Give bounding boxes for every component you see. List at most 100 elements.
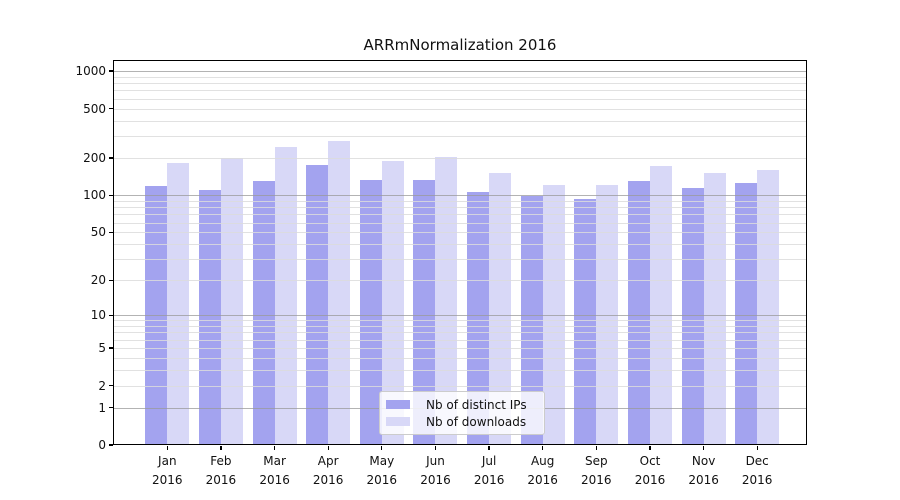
bar-nov-downloads xyxy=(703,172,726,445)
y-tick-label-20: 20 xyxy=(90,273,106,288)
x-tick-mark-dec xyxy=(756,446,758,450)
x-tick-mark-apr xyxy=(327,446,329,450)
bar-oct-downloads xyxy=(649,165,672,445)
x-tick-label-dec: Dec 2016 xyxy=(741,454,773,487)
minor-gridline-4 xyxy=(113,357,807,359)
bar-jan-downloads xyxy=(167,163,190,445)
legend: Nb of distinct IPs Nb of downloads xyxy=(379,391,545,435)
bar-jun-distinct-ips xyxy=(413,180,436,445)
x-tick-label-nov: Nov 2016 xyxy=(688,454,719,487)
bar-apr-distinct-ips xyxy=(306,165,329,445)
minor-gridline-600 xyxy=(113,98,807,100)
bar-feb-downloads xyxy=(220,157,243,445)
minor-gridline-3 xyxy=(113,370,807,371)
bar-dec-distinct-ips xyxy=(735,183,758,445)
minor-gridline-40 xyxy=(113,244,807,245)
minor-gridline-700 xyxy=(113,90,807,92)
y-tick-label-0: 0 xyxy=(98,438,106,452)
minor-gridline-300 xyxy=(113,136,807,138)
minor-gridline-8 xyxy=(113,326,807,328)
bar-may-distinct-ips xyxy=(359,180,382,445)
bar-mar-distinct-ips xyxy=(252,181,275,445)
y-tick-mark-100 xyxy=(108,194,113,196)
bar-sep-downloads xyxy=(596,184,619,445)
x-tick-mark-aug xyxy=(542,446,544,450)
minor-gridline-200 xyxy=(113,158,807,159)
x-tick-mark-may xyxy=(381,446,383,450)
x-tick-mark-jun xyxy=(434,446,437,450)
major-gridline-1000 xyxy=(113,71,807,73)
y-tick-label-2: 2 xyxy=(98,378,106,393)
minor-gridline-500 xyxy=(113,108,807,110)
bar-may-downloads xyxy=(381,160,404,445)
bars-layer xyxy=(113,60,807,445)
bar-feb-distinct-ips xyxy=(198,190,221,445)
x-tick-mark-sep xyxy=(595,446,597,450)
x-tick-label-feb: Feb 2016 xyxy=(205,454,237,487)
x-tick-mark-mar xyxy=(273,446,276,450)
y-tick-mark-2 xyxy=(108,384,113,387)
minor-gridline-90 xyxy=(113,200,807,202)
y-tick-mark-20 xyxy=(108,279,113,281)
minor-gridline-900 xyxy=(113,76,807,78)
y-tick-label-200: 200 xyxy=(83,151,106,165)
minor-gridline-70 xyxy=(113,214,807,216)
bar-jul-distinct-ips xyxy=(467,192,490,445)
y-tick-label-100: 100 xyxy=(83,188,106,203)
x-tick-label-jan: Jan 2016 xyxy=(152,454,183,487)
x-tick-label-mar: Mar 2016 xyxy=(259,454,290,487)
legend-swatch-distinct-ips xyxy=(386,400,410,409)
y-tick-label-10: 10 xyxy=(90,308,106,323)
bar-oct-distinct-ips xyxy=(627,180,650,445)
x-tick-mark-oct xyxy=(649,446,651,450)
chart-title: ARRmNormalization 2016 xyxy=(363,36,557,54)
y-tick-mark-500 xyxy=(108,107,113,110)
y-tick-label-1000: 1000 xyxy=(75,64,106,79)
x-tick-label-jul: Jul 2016 xyxy=(473,454,505,487)
bar-sep-distinct-ips xyxy=(574,199,597,445)
y-tick-mark-1000 xyxy=(108,70,113,72)
bar-nov-distinct-ips xyxy=(681,187,704,445)
x-tick-label-oct: Oct 2016 xyxy=(634,454,666,487)
x-tick-mark-feb xyxy=(220,446,222,450)
y-tick-mark-1 xyxy=(108,406,113,409)
y-tick-label-5: 5 xyxy=(98,341,106,355)
major-gridline-100 xyxy=(113,195,807,197)
x-tick-mark-jan xyxy=(166,446,168,450)
x-tick-label-apr: Apr 2016 xyxy=(312,454,344,487)
bar-dec-downloads xyxy=(757,169,780,445)
minor-gridline-20 xyxy=(113,280,807,282)
bar-apr-downloads xyxy=(328,141,351,445)
minor-gridline-80 xyxy=(113,207,807,209)
minor-gridline-2 xyxy=(113,385,807,387)
x-tick-label-may: May 2016 xyxy=(366,454,398,487)
minor-gridline-60 xyxy=(113,222,807,224)
gridlines-layer xyxy=(113,60,807,445)
x-tick-label-jun: Jun 2016 xyxy=(420,454,451,487)
y-tick-mark-0 xyxy=(108,444,113,446)
plot-area: Nb of distinct IPs Nb of downloads xyxy=(113,60,807,445)
legend-label-downloads: Nb of downloads xyxy=(426,414,527,429)
y-tick-label-500: 500 xyxy=(83,101,106,116)
x-tick-mark-jul xyxy=(488,446,490,450)
minor-gridline-7 xyxy=(113,332,807,334)
y-tick-label-50: 50 xyxy=(90,225,106,240)
legend-item-downloads: Nb of downloads xyxy=(386,414,536,429)
minor-gridline-9 xyxy=(113,320,807,322)
y-tick-mark-10 xyxy=(108,314,113,316)
x-tick-label-sep: Sep 2016 xyxy=(581,454,612,487)
minor-gridline-6 xyxy=(113,339,807,341)
minor-gridline-400 xyxy=(113,120,807,122)
minor-gridline-30 xyxy=(113,259,807,261)
y-tick-mark-200 xyxy=(108,157,113,159)
legend-item-distinct-ips: Nb of distinct IPs xyxy=(386,397,536,412)
legend-label-distinct-ips: Nb of distinct IPs xyxy=(426,397,527,412)
minor-gridline-800 xyxy=(113,83,807,85)
legend-swatch-downloads xyxy=(386,417,410,426)
x-tick-label-aug: Aug 2016 xyxy=(527,454,558,487)
y-tick-mark-50 xyxy=(108,231,113,233)
x-tick-mark-nov xyxy=(702,446,705,450)
minor-gridline-50 xyxy=(113,232,807,234)
y-tick-mark-5 xyxy=(108,347,113,349)
